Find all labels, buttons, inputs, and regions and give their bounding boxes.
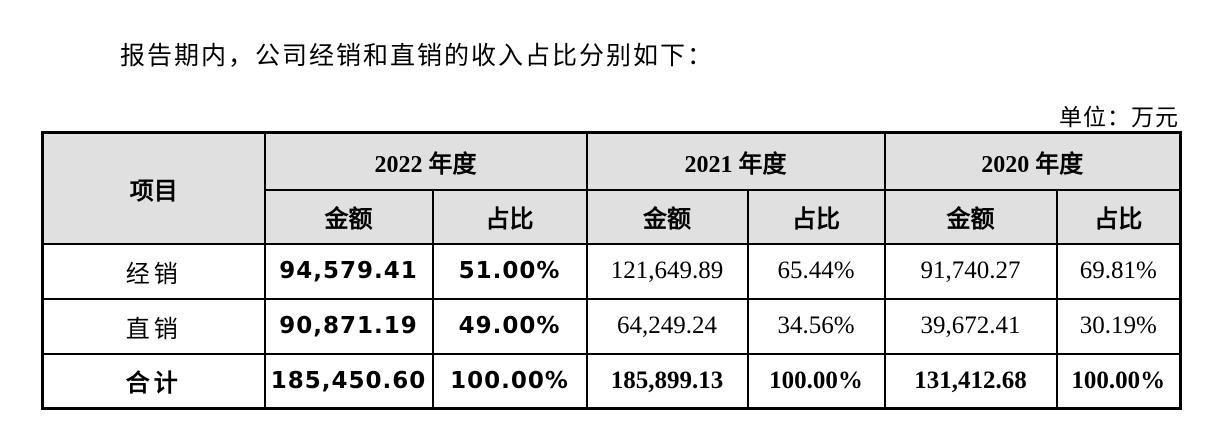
revenue-breakdown-table: 项目 2022 年度 2021 年度 2020 年度 金额 占比 金额 占比 金… [41,131,1182,410]
cell-amount-2021: 121,649.89 [585,242,749,300]
header-ratio-2020: 占比 [1055,188,1182,245]
cell-ratio-2021: 65.44% [746,242,886,300]
row-label-total: 合计 [41,352,266,410]
header-ratio-2022: 占比 [431,188,588,245]
cell-amount-2022: 90,871.19 [263,297,434,355]
header-year-row: 项目 2022 年度 2021 年度 2020 年度 [41,131,1182,245]
cell-amount-2021: 64,249.24 [585,297,749,355]
header-item: 项目 [41,131,266,245]
intro-paragraph: 报告期内，公司经销和直销的收入占比分别如下： [120,43,715,70]
header-year-2022: 2022 年度 [263,131,588,191]
cell-amount-2020: 131,412.68 [883,352,1058,410]
header-amount-2021: 金额 [585,188,749,245]
unit-label: 单位：万元 [1059,105,1179,130]
table-row-distribution: 经销 94,579.41 51.00% 121,649.89 65.44% 91… [41,242,1182,300]
cell-amount-2020: 39,672.41 [883,297,1058,355]
header-sub-row: 金额 占比 金额 占比 金额 占比 [43,188,1182,245]
header-amount-2022: 金额 [263,188,434,245]
header-amount-2020: 金额 [883,188,1058,245]
cell-ratio-2022: 51.00% [431,242,588,300]
table-row-direct-sales: 直销 90,871.19 49.00% 64,249.24 34.56% 39,… [41,297,1182,355]
row-label-distribution: 经销 [41,242,266,300]
cell-ratio-2020: 30.19% [1055,297,1182,355]
cell-ratio-2022: 100.00% [431,352,588,410]
table-row-total: 合计 185,450.60 100.00% 185,899.13 100.00%… [41,352,1182,410]
header-year-2020: 2020 年度 [883,131,1182,191]
header-year-2021: 2021 年度 [585,131,886,191]
cell-ratio-2021: 100.00% [746,352,886,410]
cell-ratio-2020: 100.00% [1055,352,1182,410]
cell-amount-2021: 185,899.13 [585,352,749,410]
cell-amount-2020: 91,740.27 [883,242,1058,300]
cell-amount-2022: 185,450.60 [263,352,434,410]
row-label-direct-sales: 直销 [41,297,266,355]
cell-ratio-2021: 34.56% [746,297,886,355]
header-ratio-2021: 占比 [746,188,886,245]
cell-ratio-2022: 49.00% [431,297,588,355]
cell-ratio-2020: 69.81% [1055,242,1182,300]
cell-amount-2022: 94,579.41 [263,242,434,300]
